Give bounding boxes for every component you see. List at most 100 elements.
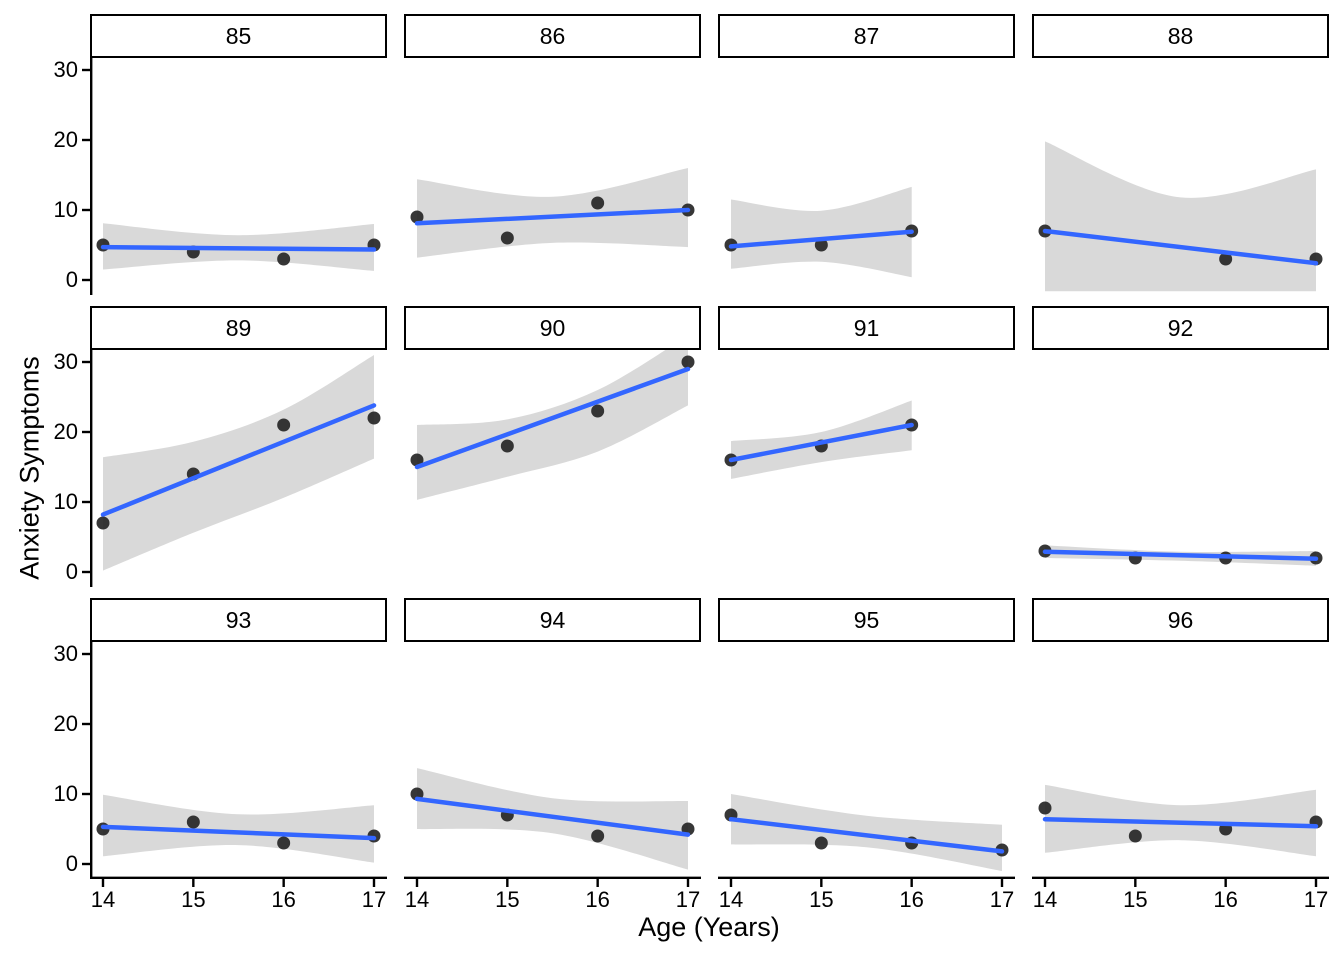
data-point — [591, 829, 605, 843]
facet-strip: 93 — [90, 598, 387, 642]
facet-panel-85: 85 — [82, 14, 387, 295]
facet-strip: 90 — [404, 306, 701, 350]
y-axis-tick-label: 30 — [53, 349, 78, 374]
x-axis-tick-label: 17 — [675, 887, 701, 912]
y-axis-tick-label: 0 — [65, 267, 78, 292]
data-point — [1219, 252, 1233, 266]
facet-strip-label: 96 — [1167, 606, 1194, 633]
panel-plot — [724, 186, 919, 278]
data-point — [591, 404, 605, 418]
panel-content — [410, 168, 695, 258]
fit-line — [414, 366, 691, 470]
facet-strip: 88 — [1032, 14, 1329, 58]
y-axis-tick-label: 10 — [53, 781, 78, 806]
facet-strip: 87 — [718, 14, 1015, 58]
panel-plot — [82, 642, 387, 887]
facet-strip: 96 — [1032, 598, 1329, 642]
facet-strip: 89 — [90, 306, 387, 350]
panel-content — [724, 186, 919, 278]
y-axis-tick-label: 20 — [53, 711, 78, 736]
panel-plot — [724, 400, 919, 479]
fit-line — [414, 796, 691, 837]
x-axis-tick-label: 16 — [585, 887, 610, 912]
facet-panel-89: 89 — [82, 306, 387, 587]
data-point — [277, 418, 291, 432]
facet-strip-label: 87 — [853, 22, 880, 49]
confidence-band — [731, 186, 912, 278]
facet-grid: 85 86 87 88 89 90 91 92 — [82, 14, 1329, 887]
x-axis-tick-label: 14 — [718, 887, 744, 912]
y-axis-tick-label: 10 — [53, 489, 78, 514]
data-point — [277, 836, 291, 850]
x-axis-tick-label: 14 — [90, 887, 116, 912]
facet-panel-96: 96 — [1032, 598, 1329, 887]
data-point — [367, 411, 381, 425]
facet-panel-87: 87 — [718, 14, 1015, 295]
y-axis-tick-label: 0 — [65, 851, 78, 876]
x-axis-tick-label: 15 — [1123, 887, 1148, 912]
facet-panel-93: 93 — [82, 598, 387, 887]
panel-content — [724, 794, 1009, 871]
fit-line — [1042, 816, 1319, 829]
fit-line — [100, 244, 377, 252]
fit-line — [100, 824, 377, 841]
data-point — [410, 210, 424, 224]
y-axis-tick-label: 30 — [53, 641, 78, 666]
facet-strip-label: 90 — [539, 314, 566, 341]
facet-panel-86: 86 — [404, 14, 701, 295]
y-axis-tick-label: 20 — [53, 127, 78, 152]
facet-strip-label: 93 — [225, 606, 252, 633]
panel-plot — [1032, 784, 1329, 887]
panel-content — [410, 350, 695, 500]
data-point — [814, 836, 828, 850]
fit-line — [728, 229, 914, 249]
panel-plot — [404, 768, 701, 887]
confidence-band — [417, 168, 688, 258]
data-point — [186, 815, 200, 829]
data-point — [1038, 801, 1052, 815]
panel-content — [96, 794, 381, 863]
x-axis-tick-label: 17 — [989, 887, 1015, 912]
x-axis-tick-label: 15 — [181, 887, 206, 912]
x-axis-tick-label: 17 — [361, 887, 387, 912]
fit-line — [1042, 228, 1319, 266]
panel-content — [410, 768, 695, 870]
y-axis-title: Anxiety Symptoms — [14, 356, 45, 580]
x-axis-tick-label: 17 — [1303, 887, 1329, 912]
facet-panel-94: 94 — [404, 598, 701, 887]
x-axis-tick-label: 14 — [404, 887, 430, 912]
panel-content — [96, 355, 381, 571]
x-axis-tick-label: 16 — [271, 887, 296, 912]
panel-plot — [1038, 544, 1323, 566]
facet-panel-88: 88 — [1032, 14, 1329, 295]
facet-strip-label: 92 — [1167, 314, 1194, 341]
panel-content — [1038, 141, 1323, 292]
panel-plot — [410, 350, 695, 500]
y-axis-tick-label: 10 — [53, 197, 78, 222]
facet-strip-label: 91 — [853, 314, 880, 341]
facet-strip-label: 86 — [539, 22, 566, 49]
facet-strip: 86 — [404, 14, 701, 58]
data-point — [814, 238, 828, 252]
x-axis-tick-label: 14 — [1032, 887, 1058, 912]
x-axis-tick-label: 16 — [1213, 887, 1238, 912]
facet-strip: 92 — [1032, 306, 1329, 350]
fit-line — [728, 422, 914, 463]
confidence-band — [1045, 141, 1316, 292]
data-point — [591, 196, 605, 210]
panel-content — [96, 223, 381, 271]
facet-panel-90: 90 — [404, 306, 701, 587]
facet-strip-label: 89 — [225, 314, 252, 341]
fit-line — [414, 207, 691, 226]
facet-panel-95: 95 — [718, 598, 1015, 887]
x-axis-title: Age (Years) — [638, 912, 780, 942]
facet-strip: 95 — [718, 598, 1015, 642]
data-point — [1128, 829, 1142, 843]
y-axis-tick-label: 30 — [53, 57, 78, 82]
facet-strip: 85 — [90, 14, 387, 58]
panel-content — [724, 400, 919, 479]
data-point — [277, 252, 291, 266]
facet-strip-label: 95 — [853, 606, 880, 633]
facet-strip-label: 88 — [1167, 22, 1194, 49]
